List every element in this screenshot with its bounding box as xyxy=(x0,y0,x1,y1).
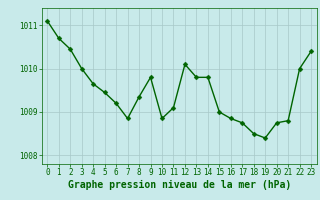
X-axis label: Graphe pression niveau de la mer (hPa): Graphe pression niveau de la mer (hPa) xyxy=(68,180,291,190)
